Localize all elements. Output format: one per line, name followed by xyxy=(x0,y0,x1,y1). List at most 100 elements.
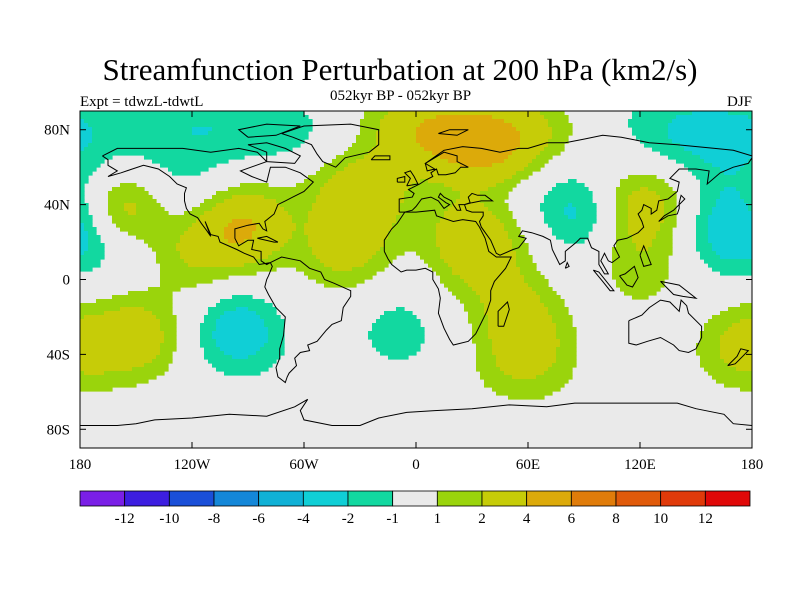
contour-cell xyxy=(448,159,505,164)
contour-cell xyxy=(696,343,721,348)
contour-cell xyxy=(80,263,101,268)
contour-cell xyxy=(492,339,561,344)
contour-cell xyxy=(440,155,509,160)
contour-cell xyxy=(564,239,585,244)
contour-cell xyxy=(260,315,281,320)
contour-cell xyxy=(348,147,373,152)
coastline-iceland xyxy=(370,155,391,161)
contour-cell xyxy=(80,207,89,212)
contour-cell xyxy=(312,207,401,212)
contour-cell xyxy=(396,219,441,224)
contour-cell xyxy=(292,215,309,220)
contour-cell xyxy=(548,307,569,312)
coastline-sri-lanka xyxy=(564,261,570,269)
experiment-label: Expt = tdwzL-tdwtL xyxy=(80,94,204,110)
contour-cell xyxy=(160,347,177,352)
contour-cell xyxy=(460,163,493,168)
contour-cell xyxy=(540,111,565,116)
contour-cell xyxy=(648,247,673,252)
contour-cell xyxy=(84,119,313,124)
colorbar-label: 12 xyxy=(698,511,713,527)
contour-cell xyxy=(224,231,253,236)
contour-cell xyxy=(316,255,373,260)
contour-cell xyxy=(160,267,277,272)
contour-cell xyxy=(616,283,665,288)
contour-cell xyxy=(80,315,85,320)
contour-cell xyxy=(548,139,569,144)
contour-cell xyxy=(80,151,277,156)
contour-cell xyxy=(184,211,205,216)
contour-cell xyxy=(720,255,752,260)
contour-cell xyxy=(472,331,489,336)
contour-cell xyxy=(520,135,553,140)
contour-cell xyxy=(208,131,309,136)
contour-cell xyxy=(484,383,565,388)
contour-cell xyxy=(352,267,385,272)
contour-cell xyxy=(484,307,549,312)
contour-cell xyxy=(136,207,165,212)
contour-cell xyxy=(424,147,517,152)
contour-cell xyxy=(616,235,633,240)
contour-cell xyxy=(200,335,213,340)
contour-cell xyxy=(252,219,293,224)
contour-cell xyxy=(156,315,177,320)
contour-cell xyxy=(680,143,752,148)
contour-cell xyxy=(480,371,505,376)
contour-cell xyxy=(136,203,161,208)
coastline-ellesmere-island xyxy=(237,123,301,138)
contour-cell xyxy=(80,323,161,328)
contour-cell xyxy=(724,331,752,336)
contour-cell xyxy=(80,307,121,312)
contour-cell xyxy=(444,215,497,220)
contour-cell xyxy=(452,271,521,276)
contour-cell xyxy=(616,207,629,212)
contour-cell xyxy=(616,239,633,244)
contour-cell xyxy=(256,259,321,264)
contour-cell xyxy=(720,339,752,344)
contour-cell xyxy=(460,299,481,304)
contour-cell xyxy=(112,215,201,220)
contour-cell xyxy=(664,199,677,204)
contour-cell xyxy=(476,355,497,360)
contour-cell xyxy=(372,339,425,344)
contour-cell xyxy=(148,243,177,248)
contour-cell xyxy=(304,271,377,276)
contour-cell xyxy=(80,159,105,164)
contour-cell xyxy=(660,227,673,232)
contour-cell xyxy=(712,267,752,272)
coastline-new-guinea xyxy=(660,280,698,299)
contour-cell xyxy=(80,195,85,200)
contour-cell xyxy=(436,231,509,236)
contour-cell xyxy=(80,267,93,272)
contour-cell xyxy=(692,151,752,156)
colorbar-label: -10 xyxy=(159,511,179,527)
contour-cell xyxy=(712,315,752,320)
contour-cell xyxy=(576,207,597,212)
contour-cell xyxy=(488,327,557,332)
contour-cell xyxy=(536,375,573,380)
contour-cell xyxy=(636,243,653,248)
contour-cell xyxy=(712,375,752,380)
chart-subtitle: 052kyr BP - 052kyr BP xyxy=(330,88,472,104)
contour-cell xyxy=(208,307,237,312)
coastline-layer xyxy=(80,123,752,426)
contour-cell xyxy=(80,171,93,176)
contour-cell xyxy=(476,347,493,352)
contour-cell xyxy=(440,275,461,280)
contour-cell xyxy=(700,251,717,256)
contour-cell xyxy=(200,215,293,220)
x-tick-label: 180 xyxy=(741,457,764,473)
contour-cell xyxy=(616,279,665,284)
contour-cell xyxy=(540,299,565,304)
contour-cell xyxy=(216,303,273,308)
contour-cell xyxy=(80,187,85,192)
contour-cell xyxy=(144,307,173,312)
contour-cell xyxy=(540,207,565,212)
contour-cell xyxy=(560,339,577,344)
contour-cell xyxy=(444,259,517,264)
contour-cell xyxy=(288,211,309,216)
contour-cell xyxy=(616,211,629,216)
contour-cell xyxy=(472,339,493,344)
contour-cell xyxy=(720,343,752,348)
coastline-north-america xyxy=(102,147,315,266)
